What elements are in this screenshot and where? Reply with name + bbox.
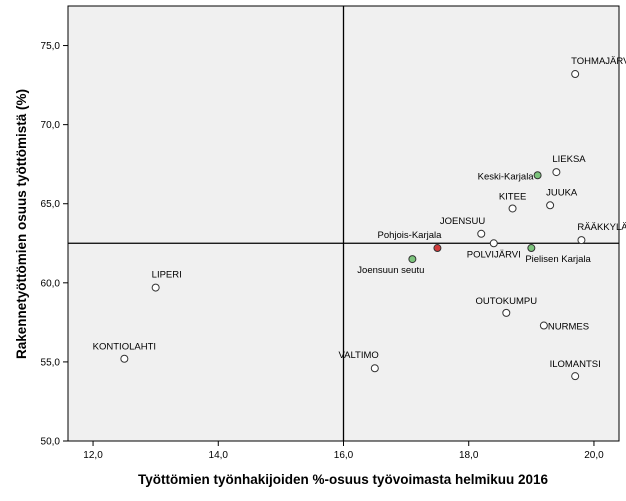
y-axis-title: Rakennetyöttömien osuus työttömistä (%) xyxy=(14,89,29,359)
data-point xyxy=(533,171,542,180)
data-point-label: LIPERI xyxy=(152,270,182,281)
data-point-label: VALTIMO xyxy=(339,350,379,361)
y-tick-label: 75,0 xyxy=(41,41,61,52)
y-tick-label: 60,0 xyxy=(41,278,61,289)
data-point xyxy=(433,244,442,253)
y-tick-label: 55,0 xyxy=(41,357,61,368)
data-point-label: Keski-Karjala xyxy=(478,171,535,182)
data-point xyxy=(370,364,379,373)
x-tick-label: 14,0 xyxy=(209,450,229,461)
data-point xyxy=(571,70,580,79)
reference-lines xyxy=(68,6,619,441)
data-point-label: POLVIJÄRVI xyxy=(467,249,521,260)
data-point xyxy=(527,244,536,253)
data-point-label: JOENSUU xyxy=(440,216,486,227)
data-point-label: ILOMANTSI xyxy=(550,359,601,370)
data-point xyxy=(508,204,517,213)
y-tick-label: 65,0 xyxy=(41,199,61,210)
x-tick-label: 18,0 xyxy=(459,450,479,461)
y-axis: 50,0 55,0 60,0 65,0 70,0 75,0 xyxy=(41,41,68,448)
data-point-label: JUUKA xyxy=(546,187,578,198)
data-point xyxy=(571,372,580,381)
data-point-label: KONTIOLAHTI xyxy=(93,342,156,353)
data-point xyxy=(539,321,548,330)
x-tick-label: 16,0 xyxy=(334,450,354,461)
data-point-label: LIEKSA xyxy=(552,154,586,165)
data-point-label: Pohjois-Karjala xyxy=(378,230,443,241)
x-tick-label: 12,0 xyxy=(83,450,103,461)
x-axis: 12,0 14,0 16,0 18,0 20,0 xyxy=(83,441,604,461)
data-point-label: NURMES xyxy=(548,322,589,333)
data-point xyxy=(120,354,129,363)
data-point xyxy=(502,308,511,317)
data-point-label: OUTOKUMPU xyxy=(475,296,537,307)
data-point-label: Pielisen Karjala xyxy=(525,254,591,265)
data-point xyxy=(552,168,561,177)
data-point xyxy=(546,201,555,210)
x-axis-title: Työttömien työnhakijoiden %-osuus työvoi… xyxy=(138,472,549,487)
data-point-label: Joensuun seutu xyxy=(357,265,424,276)
data-point xyxy=(477,229,486,238)
y-tick-label: 70,0 xyxy=(41,120,61,131)
data-points xyxy=(120,70,586,381)
data-labels: TOHMAJÄRVI LIEKSA Keski-Karjala JUUKA KITEE R… xyxy=(93,56,626,370)
data-point xyxy=(489,239,498,248)
data-point-label: TOHMAJÄRVI xyxy=(571,56,626,67)
y-tick-label: 50,0 xyxy=(41,437,61,448)
data-point xyxy=(408,255,417,264)
data-point xyxy=(151,283,160,292)
x-tick-label: 20,0 xyxy=(584,450,604,461)
data-point xyxy=(577,236,586,245)
data-point-label: RÄÄKKYLÄ xyxy=(577,222,626,233)
data-point-label: KITEE xyxy=(499,191,526,202)
